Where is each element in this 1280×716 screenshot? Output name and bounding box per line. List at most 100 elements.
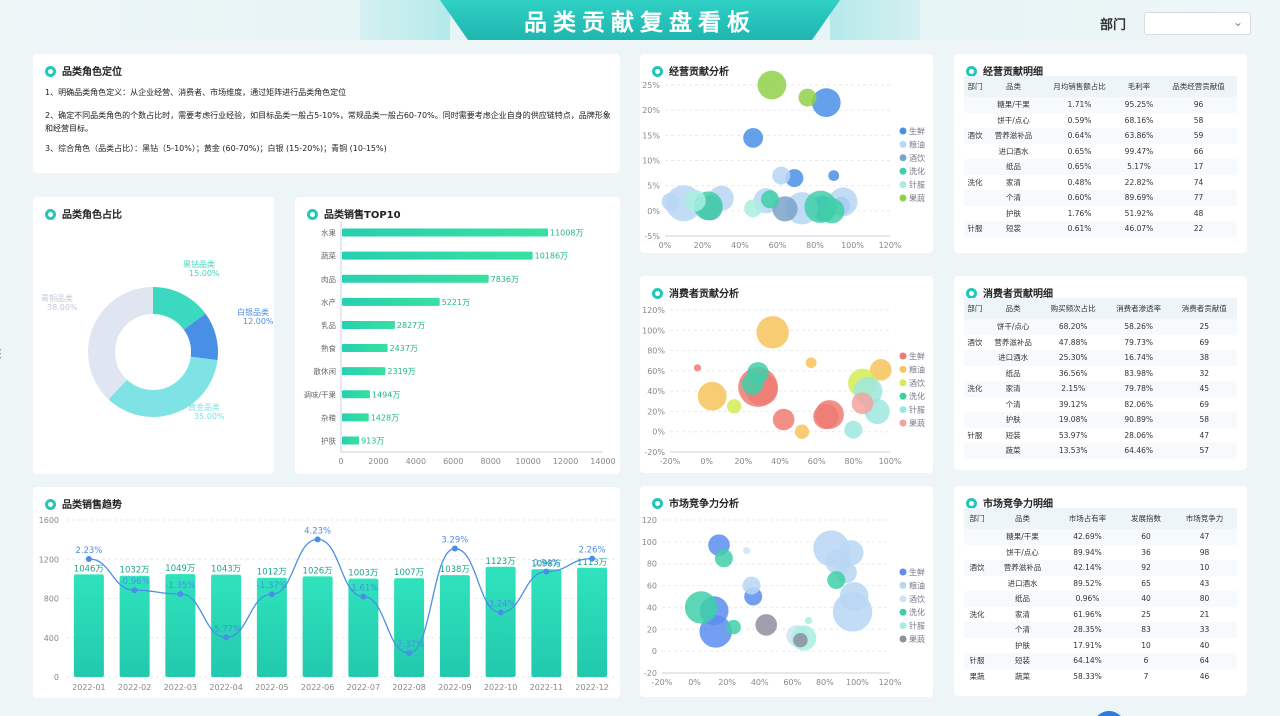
donut-slice — [88, 287, 153, 400]
x-tick-label: -20% — [652, 678, 673, 687]
donut-slice — [183, 313, 218, 361]
table-row[interactable]: 护肤 1.76% 51.92% 48 — [964, 206, 1237, 222]
scatter-bubble — [684, 189, 706, 212]
table-cell: 77 — [1159, 190, 1237, 206]
table-cell: 47 — [1199, 430, 1209, 440]
table-cell: 58 — [1193, 115, 1204, 125]
table-row[interactable]: 蔬菜 13.53% 64.46% 57 — [964, 443, 1237, 459]
table-row[interactable]: 进口酒水 89.52% 65 43 — [964, 576, 1237, 592]
ring-icon — [652, 66, 663, 77]
y-tick-label: 1200 — [39, 555, 59, 564]
legend-marker — [899, 365, 907, 373]
consumer-detail-table[interactable]: 部门 品类 购买频次占比 消费者渗透率 消费者贡献值 饼干/点心 68.20% 58.26% 2… — [964, 298, 1237, 459]
y-tick-label: 80 — [647, 560, 657, 569]
y-tick-label: 0% — [652, 428, 665, 437]
table-cell: 17.91% — [1073, 640, 1102, 650]
table-row[interactable]: 糖果/干果 1.71% 95.25% 96 — [964, 97, 1237, 113]
x-tick-label: 14000 — [590, 457, 615, 466]
ops-detail-table[interactable]: 部门 品类 月均销售额占比 毛利率 品类经营贡献值 糖果/干果 1.71% 95.25% 96 饼… — [964, 76, 1237, 237]
table-row[interactable]: 针服 短装 53.97% 28.06% 47 — [964, 428, 1237, 444]
table-cell: 营养滋补品 — [994, 337, 1032, 347]
legend-label: 果蔬 — [909, 634, 925, 644]
x-tick-label: 80% — [844, 457, 862, 466]
bar-data-label: 1123万 — [486, 557, 516, 567]
legend-label: 洗化 — [909, 166, 925, 176]
header-wing-right — [830, 0, 920, 40]
ring-icon — [45, 66, 56, 77]
table-row[interactable]: 洗化 家清 2.15% 79.78% 45 — [964, 381, 1237, 397]
table-row[interactable]: 饼干/点心 89.94% 36 98 — [964, 545, 1237, 561]
table-row[interactable]: 进口酒水 0.65% 99.47% 66 — [964, 144, 1237, 160]
page-title: 品类贡献复盘看板 — [524, 10, 756, 36]
table-cell: 0.60% — [1041, 190, 1118, 206]
table-cell: 42.14% — [1055, 560, 1120, 576]
y-tick-label: 40 — [647, 603, 657, 612]
table-cell: 饼干/点心 — [1006, 547, 1039, 557]
dept-filter-select[interactable]: ⌄ — [1144, 12, 1251, 35]
table-cell: 57 — [1171, 443, 1237, 459]
table-header-cell: 市场占有率 — [1055, 508, 1120, 529]
legend-marker — [899, 352, 907, 360]
drag-handle-icon[interactable]: ··· — [0, 344, 2, 364]
scatter-bubble — [661, 192, 680, 211]
panel-title: 消费者贡献分析 — [652, 285, 739, 300]
table-cell: 酒饮 — [964, 560, 990, 576]
market-detail-table[interactable]: 部门 品类 市场占有率 发展指数 市场竞争力 糖果/干果 42.69% 60 47 饼干/点心 89… — [964, 508, 1237, 684]
table-cell: 22.82% — [1124, 177, 1154, 187]
table-row[interactable]: 酒饮 营养滋补品 42.14% 92 10 — [964, 560, 1237, 576]
table-cell — [964, 97, 986, 113]
table-row[interactable]: 个清 28.35% 83 33 — [964, 622, 1237, 638]
growth-point — [131, 587, 138, 594]
growth-point — [314, 536, 321, 543]
panel-title: 品类角色占比 — [45, 206, 122, 221]
panel-title: 经营贡献明细 — [966, 63, 1043, 78]
table-row[interactable]: 果蔬 蔬菜 58.33% 7 46 — [964, 669, 1237, 685]
table-cell: 63.86% — [1118, 128, 1160, 144]
bar-data-label: 1038万 — [440, 565, 470, 575]
table-row[interactable]: 酒饮 营养滋补品 0.64% 63.86% 59 — [964, 128, 1237, 144]
y-tick-label: -20% — [644, 448, 665, 457]
table-cell: 83 — [1120, 622, 1172, 638]
table-row[interactable]: 纸品 36.56% 83.98% 32 — [964, 366, 1237, 382]
table-cell — [964, 159, 986, 175]
table-row[interactable]: 针服 短装 64.14% 6 64 — [964, 653, 1237, 669]
table-cell: 33 — [1172, 622, 1237, 638]
table-row[interactable]: 洗化 家清 0.48% 22.82% 74 — [964, 175, 1237, 191]
table-row[interactable]: 饼干/点心 68.20% 58.26% 25 — [964, 319, 1237, 335]
scatter-bubble — [819, 198, 845, 224]
bar — [342, 320, 395, 329]
growth-point — [223, 634, 230, 641]
bar — [342, 367, 386, 376]
x-tick-label: 2022-12 — [575, 683, 608, 692]
table-cell: 16.74% — [1105, 350, 1172, 366]
table-cell: 短装 — [1005, 430, 1021, 440]
table-row[interactable]: 护肤 17.91% 10 40 — [964, 638, 1237, 654]
growth-line — [88, 538, 593, 654]
y-tick-label: -5% — [644, 232, 660, 241]
table-cell — [964, 144, 986, 160]
bar — [342, 344, 388, 353]
legend-marker — [899, 154, 907, 162]
bar-data-label: 7836万 — [491, 275, 519, 284]
table-row[interactable]: 饼干/点心 0.59% 68.16% 58 — [964, 113, 1237, 129]
table-row[interactable]: 纸品 0.65% 5.17% 17 — [964, 159, 1237, 175]
table-cell: 护肤 — [985, 412, 1041, 428]
table-row[interactable]: 护肤 19.08% 90.89% 58 — [964, 412, 1237, 428]
table-cell: 1.76% — [1067, 208, 1092, 218]
help-float-button[interactable] — [1093, 711, 1125, 716]
table-row[interactable]: 酒饮 营养滋补品 47.88% 79.73% 69 — [964, 335, 1237, 351]
table-cell: 68.16% — [1124, 115, 1154, 125]
table-row[interactable]: 糖果/干果 42.69% 60 47 — [964, 529, 1237, 545]
table-row[interactable]: 针服 短裳 0.61% 46.07% 22 — [964, 221, 1237, 237]
table-cell: 蔬菜 — [1015, 671, 1030, 681]
growth-point — [268, 591, 275, 598]
x-tick-label: 120% — [879, 678, 902, 687]
x-tick-label: 80% — [816, 678, 834, 687]
table-row[interactable]: 个清 39.12% 82.06% 69 — [964, 397, 1237, 413]
table-row[interactable]: 纸品 0.96% 40 80 — [964, 591, 1237, 607]
table-cell: 95.25% — [1118, 97, 1160, 113]
table-row[interactable]: 洗化 家清 61.96% 25 21 — [964, 607, 1237, 623]
table-row[interactable]: 个清 0.60% 89.69% 77 — [964, 190, 1237, 206]
table-cell: 短裳 — [986, 221, 1041, 237]
table-row[interactable]: 进口酒水 25.30% 16.74% 38 — [964, 350, 1237, 366]
